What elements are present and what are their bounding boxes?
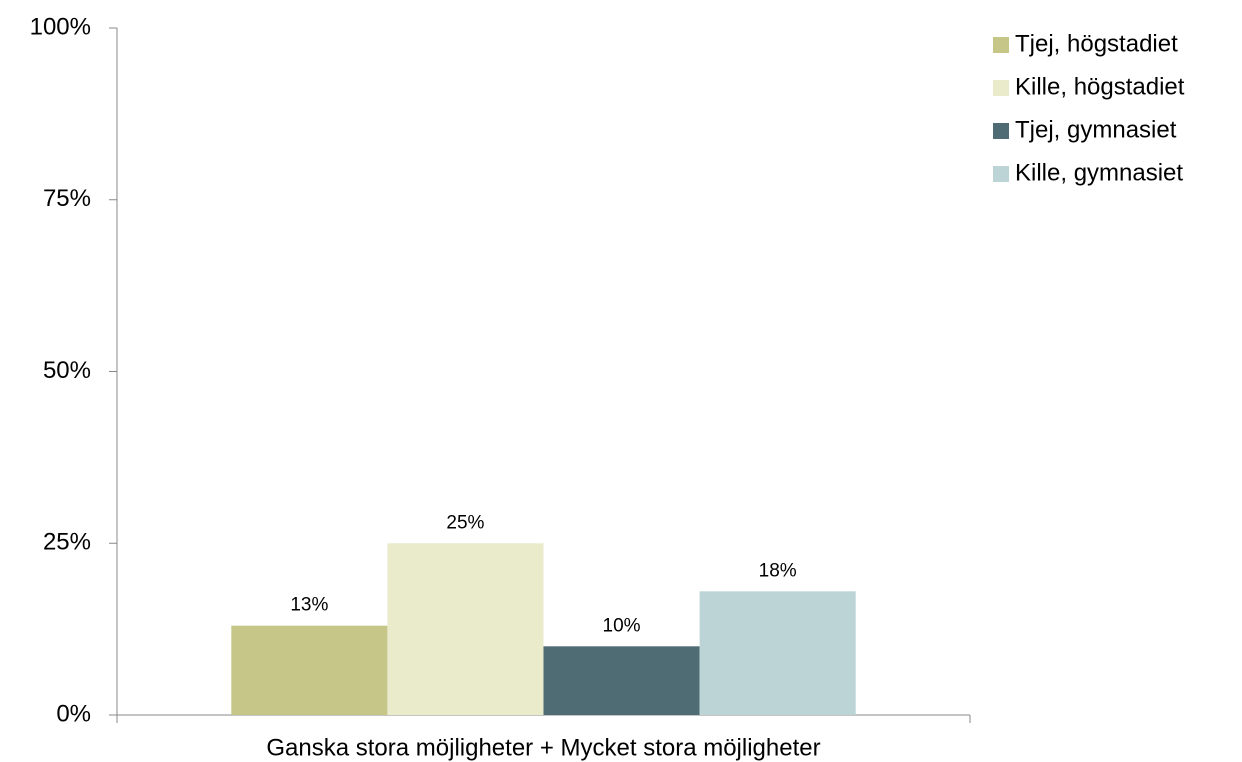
y-tick-label: 75% [43,185,91,212]
bar [543,646,700,715]
y-tick-label: 50% [43,357,91,384]
legend-swatch [993,80,1009,96]
data-label: 18% [759,560,797,581]
bar [699,591,856,715]
data-label: 13% [290,595,328,616]
x-tick-label: Ganska stora möjligheter + Mycket stora … [266,734,820,761]
bar [387,543,544,715]
y-tick-label: 100% [30,13,91,40]
legend-swatch [993,166,1009,182]
legend-label: Tjej, högstadiet [1015,30,1178,57]
bar [231,625,388,715]
y-tick-label: 0% [56,700,91,727]
data-label: 25% [446,512,484,533]
y-tick-label: 25% [43,529,91,556]
legend-swatch [993,123,1009,139]
legend-label: Kille, högstadiet [1015,73,1185,100]
data-label: 10% [603,615,641,636]
legend-label: Tjej, gymnasiet [1015,116,1177,143]
legend-swatch [993,37,1009,53]
legend-label: Kille, gymnasiet [1015,159,1183,186]
